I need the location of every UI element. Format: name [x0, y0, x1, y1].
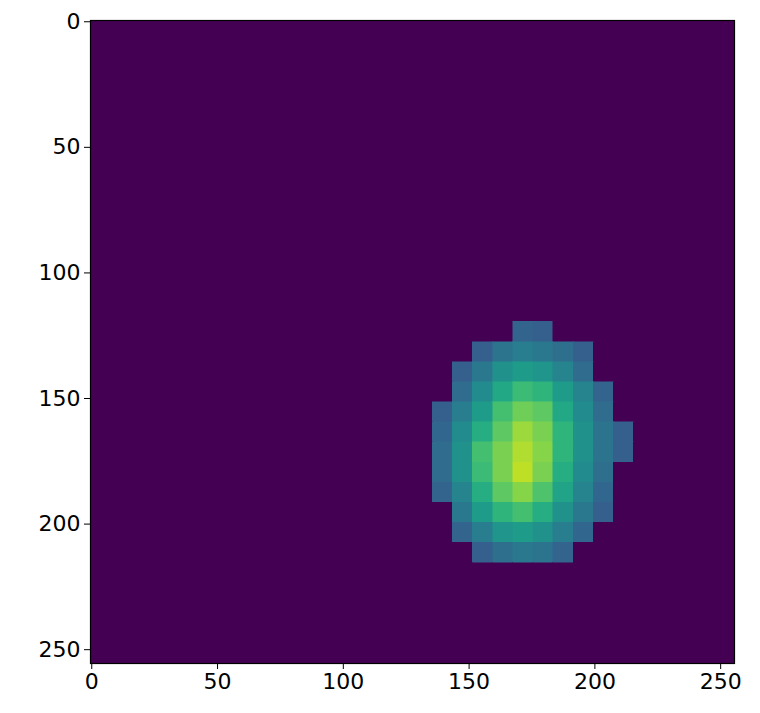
- svg-text:50: 50: [53, 134, 81, 159]
- svg-text:0: 0: [85, 669, 99, 694]
- svg-text:100: 100: [322, 669, 364, 694]
- svg-text:200: 200: [574, 669, 616, 694]
- svg-text:200: 200: [39, 511, 81, 536]
- svg-text:150: 150: [448, 669, 490, 694]
- svg-text:50: 50: [204, 669, 232, 694]
- svg-text:150: 150: [39, 386, 81, 411]
- svg-text:100: 100: [39, 260, 81, 285]
- svg-text:250: 250: [39, 637, 81, 662]
- svg-text:0: 0: [67, 9, 81, 34]
- svg-text:250: 250: [700, 669, 742, 694]
